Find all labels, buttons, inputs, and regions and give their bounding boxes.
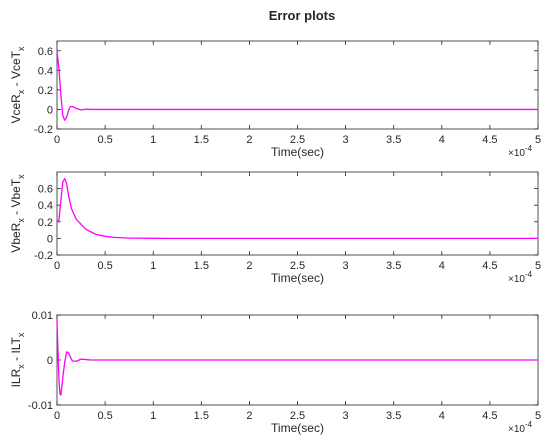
x-tick-label: 0.5: [97, 260, 112, 272]
x-tick-label: 0: [54, 260, 60, 272]
x-tick-label: 3: [343, 260, 349, 272]
x-tick-label: 2.5: [290, 410, 305, 422]
x-axis-exponent: ×10-4: [508, 144, 533, 159]
y-tick-label: -0.2: [34, 250, 53, 262]
x-tick-label: 3: [343, 410, 349, 422]
x-tick-label: 0: [54, 410, 60, 422]
y-tick-label: 0.6: [38, 184, 53, 196]
subplot-2: 0 0.5 1 1.5 2 2.5 3 3.5 4 4.5 5-0.200.20.40.6Time(…: [9, 171, 541, 285]
y-tick-label: -0.01: [28, 400, 53, 412]
x-axis-exponent: ×10-4: [508, 420, 533, 435]
y-tick-label: 0: [47, 355, 53, 367]
x-tick-label: 0.5: [97, 410, 112, 422]
x-tick-label: 4.5: [482, 410, 497, 422]
y-tick-label: 0: [47, 104, 53, 116]
x-tick-label: 4: [439, 134, 445, 146]
y-tick-label: 0.2: [38, 85, 53, 97]
x-tick-label: 2: [246, 134, 252, 146]
x-axis-exponent: ×10-4: [508, 270, 533, 285]
x-tick-label: 1: [150, 260, 156, 272]
y-tick-label: 0.4: [38, 65, 53, 77]
y-tick-label: -0.2: [34, 124, 53, 136]
x-tick-label: 3.5: [386, 410, 401, 422]
y-tick-label: 0.4: [38, 200, 53, 212]
x-tick-label: 5: [535, 260, 541, 272]
figure-title: Error plots: [269, 8, 335, 23]
x-tick-label: 5: [535, 134, 541, 146]
series-line: [56, 50, 538, 121]
x-axis-label: Time(sec): [271, 271, 324, 285]
x-tick-label: 4.5: [482, 134, 497, 146]
x-tick-label: 3: [343, 134, 349, 146]
y-tick-label: 0.6: [38, 46, 53, 58]
y-tick-label: 0.2: [38, 217, 53, 229]
y-tick-label: 0.01: [32, 310, 53, 322]
y-tick-label: 0: [47, 233, 53, 245]
y-axis-label: VbeRx - VbeTx: [9, 174, 26, 253]
x-tick-label: 5: [535, 410, 541, 422]
x-tick-label: 2.5: [290, 260, 305, 272]
axes-box: [56, 40, 539, 130]
x-tick-label: 3.5: [386, 134, 401, 146]
x-tick-label: 4: [439, 410, 445, 422]
x-tick-label: 2: [246, 410, 252, 422]
x-axis-label: Time(sec): [271, 145, 324, 159]
x-tick-label: 2.5: [290, 134, 305, 146]
x-tick-label: 1: [150, 410, 156, 422]
series-line: [56, 319, 538, 396]
y-axis-label: VceRx - VceTx: [9, 46, 26, 124]
subplot-3: 0 0.5 1 1.5 2 2.5 3 3.5 4 4.5 5-0.0100.01Time(sec)…: [9, 310, 541, 435]
x-tick-label: 1.5: [194, 134, 209, 146]
x-axis-label: Time(sec): [271, 421, 324, 435]
x-tick-label: 4.5: [482, 260, 497, 272]
x-tick-label: 0: [54, 134, 60, 146]
x-tick-label: 1.5: [194, 260, 209, 272]
axes-box: [56, 171, 539, 256]
x-tick-label: 1.5: [194, 410, 209, 422]
y-axis-label: ILRx - ILTx: [9, 332, 26, 387]
subplot-panels: 0 0.5 1 1.5 2 2.5 3 3.5 4 4.5 5-0.200.20.40.6Time(…: [9, 40, 541, 435]
x-tick-label: 3.5: [386, 260, 401, 272]
subplot-1: 0 0.5 1 1.5 2 2.5 3 3.5 4 4.5 5-0.200.20.40.6Time(…: [9, 40, 541, 159]
x-tick-label: 4: [439, 260, 445, 272]
x-tick-label: 0.5: [97, 134, 112, 146]
series-line: [56, 177, 538, 240]
x-tick-label: 1: [150, 134, 156, 146]
x-tick-label: 2: [246, 260, 252, 272]
